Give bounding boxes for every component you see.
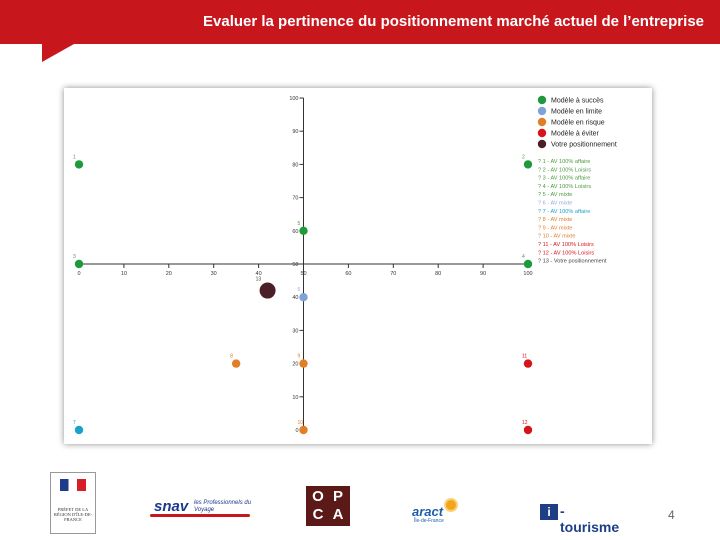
legend-marker	[537, 106, 547, 116]
x-tick-label: 80	[435, 271, 441, 277]
point-legend-entry: ? 4 - AV 100% Loisirs	[538, 184, 591, 190]
point-legend-entry: ? 2 - AV 100% Loisirs	[538, 167, 591, 173]
legend-label: Modèle en risque	[551, 120, 605, 127]
point-legend-entry: ? 9 - AV mixte	[538, 225, 572, 231]
snav-logo: snav les Professionnels du Voyage	[150, 496, 254, 520]
x-tick-label: 100	[523, 271, 532, 277]
x-tick-label: 60	[345, 271, 351, 277]
point-legend-entry: ? 8 - AV mixte	[538, 217, 572, 223]
aract-logo-subtitle: Île-de-France	[414, 518, 444, 524]
opca-letter-p: P	[332, 488, 343, 505]
point-id-label: 5	[298, 221, 301, 227]
legend-label: Modèle à succès	[551, 98, 604, 105]
x-tick-label: 20	[166, 271, 172, 277]
data-point	[74, 425, 84, 435]
point-legend-entry: ? 1 - AV 100% affaire	[538, 159, 590, 165]
partner-logos: PRÉFET DE LA RÉGION D'ÎLE-DE-FRANCE snav…	[0, 470, 720, 540]
data-point	[74, 160, 84, 169]
page-number: 4	[668, 508, 675, 522]
y-tick-label: 50	[292, 262, 298, 268]
point-id-label: 8	[230, 354, 233, 360]
y-tick-label: 100	[289, 96, 298, 102]
legend-marker	[537, 128, 547, 138]
point-id-label: 6	[298, 287, 301, 293]
data-point	[74, 259, 84, 269]
aract-logo-text: aract	[412, 504, 444, 519]
point-legend-entry: ? 6 - AV mixte	[538, 201, 572, 207]
point-id-label: 4	[522, 254, 525, 260]
point-legend-entry: ? 7 - AV 100% affaire	[538, 209, 590, 215]
x-tick-label: 90	[480, 271, 486, 277]
x-tick-label: 10	[121, 271, 127, 277]
data-point	[299, 359, 308, 368]
data-point	[299, 293, 308, 302]
snav-swoosh	[150, 514, 250, 517]
legend-marker	[537, 117, 547, 127]
snav-logo-subtitle: les Professionnels du Voyage	[194, 500, 252, 513]
chart-card: 0 10 20 30 40 50 60 70 80 90 100 0 10 20 30 40 50 60 70 80 9…	[64, 88, 652, 444]
point-id-label: 10	[298, 420, 304, 426]
point-legend-entry: ? 10 - AV mixte	[538, 234, 576, 240]
y-tick-label: 10	[292, 395, 298, 401]
itourisme-logo: i -tourisme	[540, 503, 622, 535]
x-tick-label: 0	[77, 271, 80, 277]
y-tick-label: 20	[292, 362, 298, 368]
y-tick-label: 40	[292, 295, 298, 301]
point-id-label: 12	[522, 420, 528, 426]
opca-logo: O P C A	[306, 486, 350, 526]
y-tick-label: 30	[292, 328, 298, 334]
y-tick-label: 0	[295, 428, 298, 434]
page-title: Evaluer la pertinence du positionnement …	[203, 13, 704, 30]
y-tick-label: 70	[292, 196, 298, 202]
legend-label: Modèle à éviter	[551, 131, 600, 138]
positioning-chart: 0 10 20 30 40 50 60 70 80 90 100010203040506070809…	[73, 95, 617, 435]
french-flag-icon	[60, 479, 86, 491]
point-id-label: 13	[256, 277, 262, 283]
y-tick-label: 80	[292, 162, 298, 168]
point-legend-entry: ? 12 - AV 100% Loisirs	[538, 250, 594, 256]
y-tick-label: 90	[292, 129, 298, 135]
point-id-label: 3	[73, 254, 76, 260]
y-tick-label: 60	[292, 229, 298, 235]
sun-icon	[446, 500, 456, 510]
point-legend-entry: ? 11 - AV 100% Loisirs	[538, 242, 594, 248]
snav-logo-text: snav	[154, 498, 189, 515]
x-tick-label: 50	[300, 271, 306, 277]
banner-tab	[42, 44, 74, 62]
title-banner: Evaluer la pertinence du positionnement …	[0, 0, 720, 44]
data-point	[523, 259, 533, 269]
opca-letter-a: A	[332, 506, 344, 523]
point-legend-entry: ? 5 - AV mixte	[538, 192, 572, 198]
opca-letter-o: O	[312, 488, 324, 505]
legend-marker	[537, 139, 547, 149]
point-id-label: 9	[298, 354, 301, 360]
point-id-label: 1	[73, 154, 76, 160]
data-point	[259, 282, 276, 299]
legend-label: Votre positionnement	[551, 142, 617, 149]
x-tick-label: 40	[256, 271, 262, 277]
x-tick-label: 30	[211, 271, 217, 277]
prefet-logo: PRÉFET DE LA RÉGION D'ÎLE-DE-FRANCE	[50, 472, 96, 534]
data-point	[299, 425, 308, 435]
legend-label: Modèle en limite	[551, 109, 602, 116]
data-point	[523, 160, 533, 169]
data-point	[523, 359, 533, 368]
point-id-label: 2	[522, 154, 525, 160]
itourisme-i-box: i	[540, 504, 558, 520]
prefet-logo-text: PRÉFET DE LA RÉGION D'ÎLE-DE-FRANCE	[53, 507, 93, 522]
point-legend-entry: ? 13 - Votre positionnement	[538, 259, 607, 265]
point-id-label: 7	[73, 420, 76, 426]
aract-logo: aract Île-de-France	[412, 500, 462, 524]
opca-letter-c: C	[312, 506, 324, 523]
data-point	[299, 226, 308, 235]
data-point	[231, 359, 241, 368]
data-point	[523, 425, 533, 435]
legend-marker	[537, 95, 547, 105]
point-id-label: 11	[522, 354, 527, 360]
point-legend-entry: ? 3 - AV 100% affaire	[538, 176, 590, 182]
itourisme-logo-text: -tourisme	[560, 503, 620, 535]
x-tick-label: 70	[390, 271, 396, 277]
